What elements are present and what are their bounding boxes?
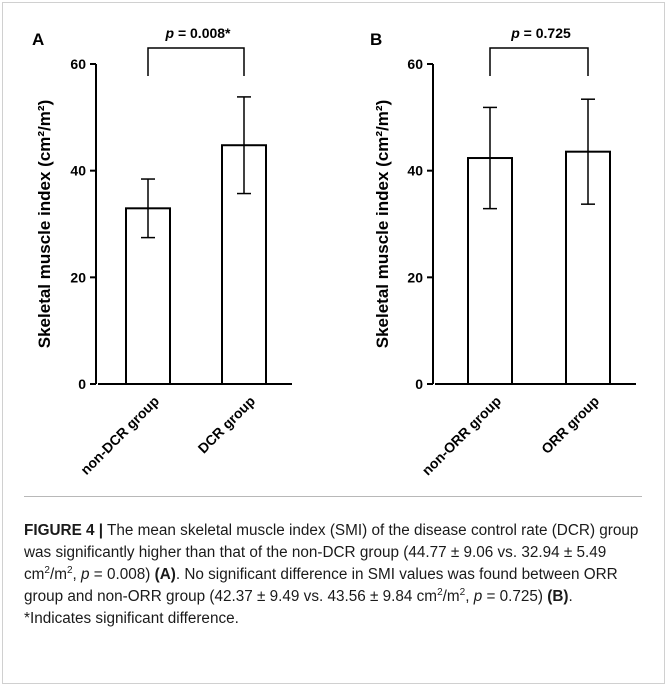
charts-area: A Skeletal muscle index (cm²/m²) 0 20 40 60 no…	[32, 25, 636, 478]
y-tick-label: 20	[407, 269, 423, 285]
caption-ref-a: (A)	[154, 566, 176, 583]
y-tick-label: 60	[70, 56, 86, 72]
caption-divider	[24, 496, 642, 497]
panel-letter: A	[32, 30, 44, 49]
y-tick-label: 0	[415, 376, 423, 392]
x-category-label: ORR group	[538, 393, 602, 457]
chart-panel-a: A Skeletal muscle index (cm²/m²) 0 20 40 60 no…	[32, 25, 292, 478]
caption-ref-b: (B)	[547, 588, 569, 605]
y-tick-label: 60	[407, 56, 423, 72]
p-value-text: = 0.725	[520, 25, 571, 41]
y-tick-label: 40	[70, 163, 86, 179]
x-category-label: non-ORR group	[419, 393, 505, 479]
x-category-label: non-DCR group	[77, 393, 162, 478]
p-value-annotation: p = 0.008*	[165, 25, 232, 41]
chart-panel-b: B Skeletal muscle index (cm²/m²) 0 20 40 60 no…	[370, 25, 636, 478]
figure-caption: FIGURE 4 | The mean skeletal muscle inde…	[24, 522, 639, 627]
y-tick-label: 40	[407, 163, 423, 179]
p-symbol: p	[165, 25, 175, 41]
y-axis-label: Skeletal muscle index (cm²/m²)	[373, 100, 392, 348]
caption-label: FIGURE 4 |	[24, 522, 104, 539]
x-category-label: DCR group	[195, 393, 259, 457]
significance-bracket	[489, 47, 589, 76]
panel-letter: B	[370, 30, 382, 49]
y-axis-label: Skeletal muscle index (cm²/m²)	[35, 100, 54, 348]
p-value-annotation: p = 0.725	[510, 25, 571, 41]
p-symbol: p	[510, 25, 520, 41]
significance-bracket	[147, 47, 245, 76]
y-tick-label: 20	[70, 269, 86, 285]
y-tick-label: 0	[78, 376, 86, 392]
p-value-text: = 0.008*	[174, 25, 231, 41]
